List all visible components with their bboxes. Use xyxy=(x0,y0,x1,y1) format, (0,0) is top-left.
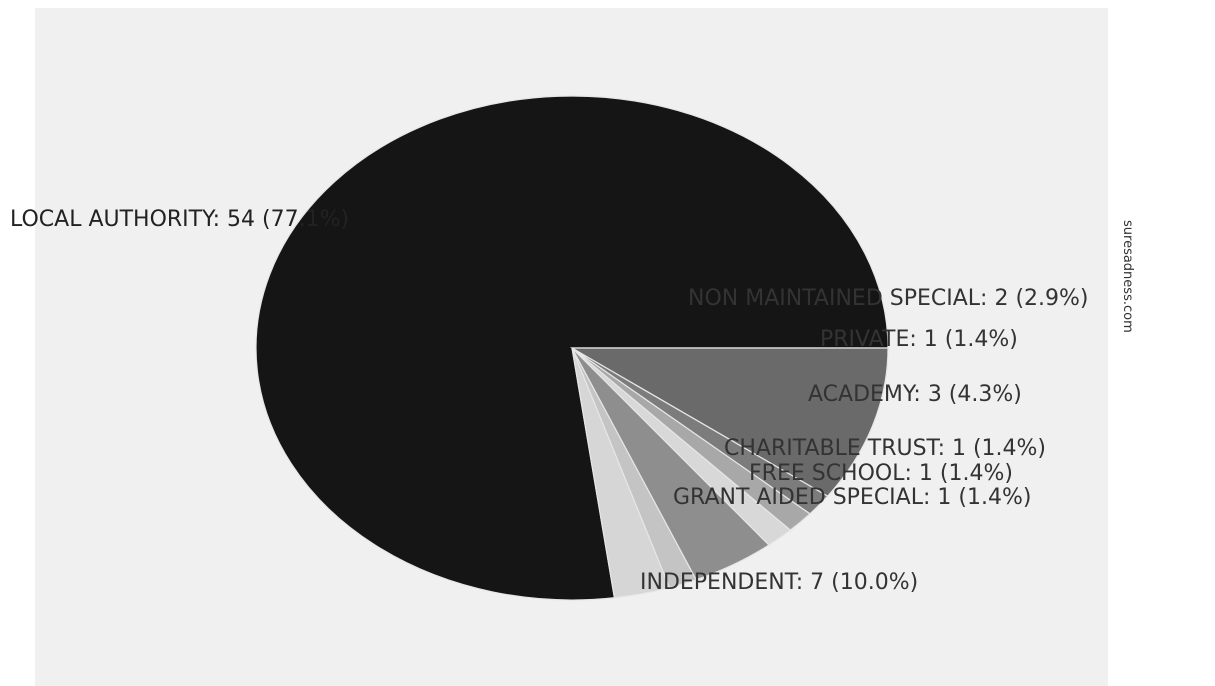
slice-label-local-authority: LOCAL AUTHORITY: 54 (77.1%) xyxy=(10,207,349,232)
slice-label-independent: INDEPENDENT: 7 (10.0%) xyxy=(640,570,918,595)
slice-label-grant-aided-special: GRANT AIDED SPECIAL: 1 (1.4%) xyxy=(673,485,1031,510)
slice-label-private: PRIVATE: 1 (1.4%) xyxy=(820,327,1018,352)
slice-label-free-school: FREE SCHOOL: 1 (1.4%) xyxy=(749,461,1013,486)
slice-label-academy: ACADEMY: 3 (4.3%) xyxy=(808,382,1022,407)
slice-label-non-maintained-special: NON MAINTAINED SPECIAL: 2 (2.9%) xyxy=(688,286,1089,311)
pie-slices xyxy=(255,95,889,601)
pie-slice-independent xyxy=(569,347,889,497)
pie-slice-local-authority xyxy=(255,95,889,601)
watermark-text: suresadness.com xyxy=(1120,220,1135,333)
pie-labels: LOCAL AUTHORITY: 54 (77.1%) NON MAINTAINE… xyxy=(10,207,1089,595)
slice-label-charitable-trust: CHARITABLE TRUST: 1 (1.4%) xyxy=(724,436,1046,461)
